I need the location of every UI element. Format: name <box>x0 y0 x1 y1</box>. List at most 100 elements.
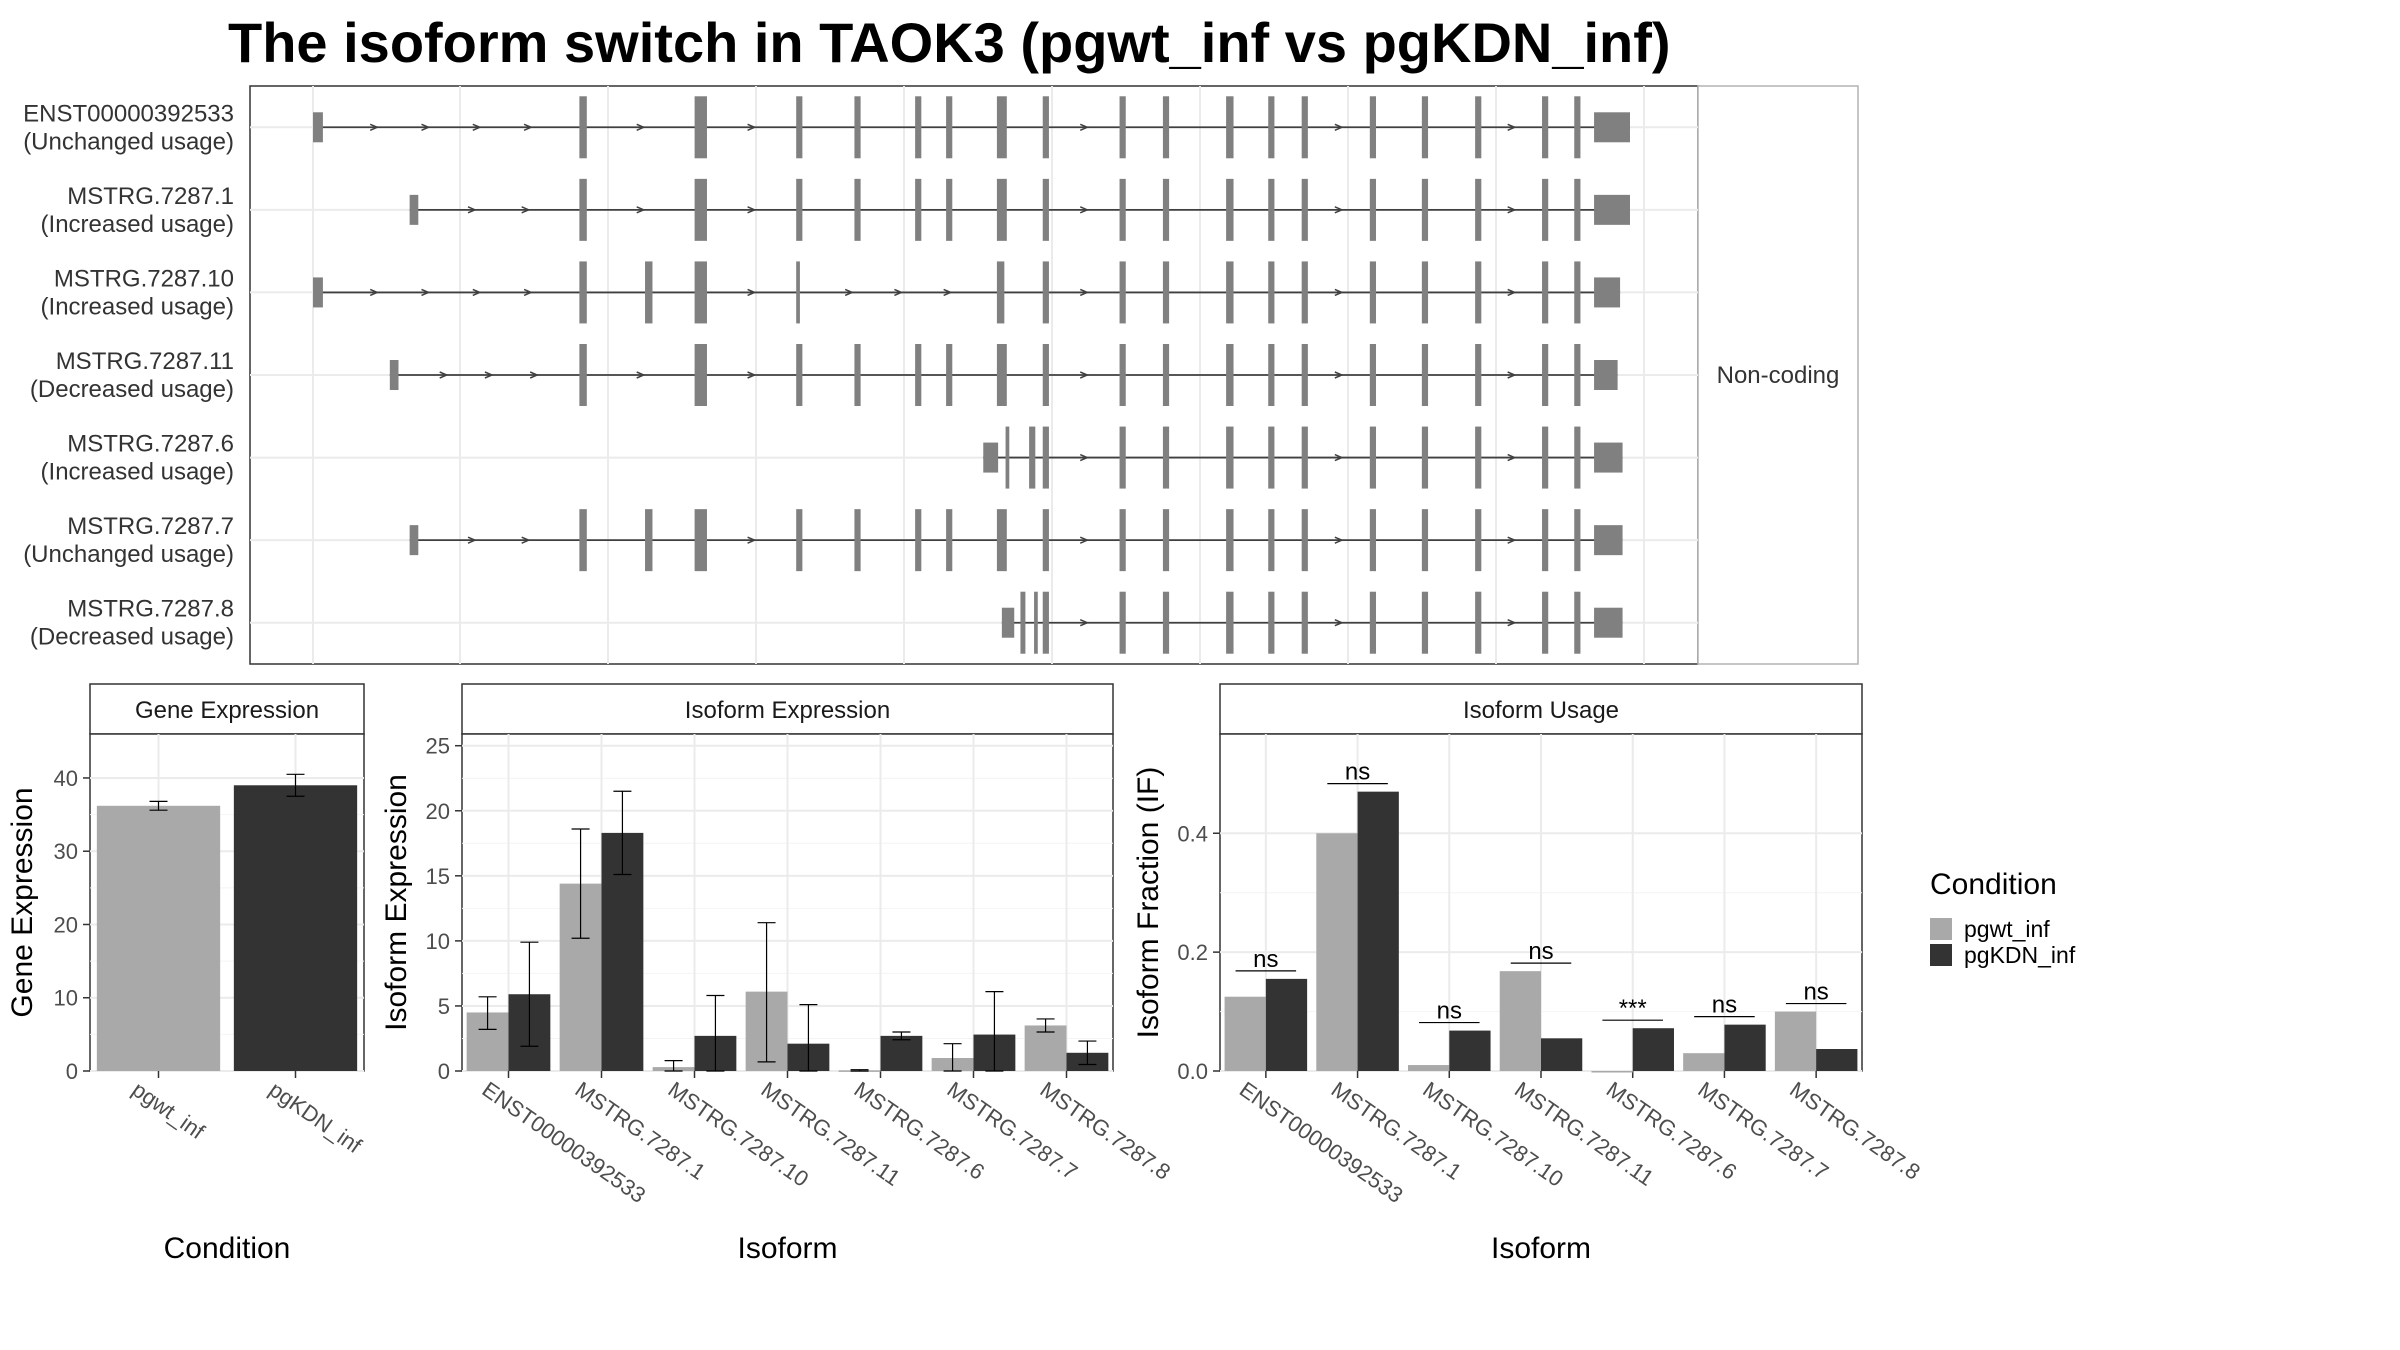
exon-block <box>579 96 587 159</box>
exon-block <box>1421 591 1429 654</box>
intron-direction-arrow <box>1079 123 1090 131</box>
intron-direction-arrow <box>1507 371 1517 379</box>
exon-block <box>1162 426 1170 489</box>
y-tick-label: 25 <box>426 734 450 759</box>
exon-block <box>1268 96 1275 159</box>
bar-pgKDN_inf <box>1265 978 1308 1071</box>
isoform-usage-panel: Isoform Usage0.00.20.4ENST00000392533MST… <box>1132 683 1925 1265</box>
exon-block <box>1042 261 1049 324</box>
exon-block <box>1369 509 1377 572</box>
exon-block <box>1042 426 1049 489</box>
exon-block <box>1042 591 1049 654</box>
panel-strip <box>1219 683 1863 735</box>
exon-block <box>645 509 653 572</box>
exon-block <box>1475 344 1482 406</box>
exon-block <box>1119 509 1126 572</box>
intron-direction-arrow <box>943 288 953 297</box>
intron-direction-arrow <box>1334 619 1344 627</box>
exon-block <box>1301 591 1308 654</box>
x-tick-label: ENST00000392533 <box>1235 1077 1408 1208</box>
exon-block <box>796 509 803 572</box>
exon-block <box>1574 591 1581 654</box>
exon-block <box>1542 96 1549 159</box>
exon-block <box>854 509 861 572</box>
exon-block <box>389 360 399 390</box>
transcript-status-label: (Increased usage) <box>41 293 234 320</box>
gene-expression-panel: Gene Expression 0 10 20 30 40 pgwt_inf pgKDN_in… <box>6 683 367 1265</box>
intron-direction-arrow <box>1334 453 1344 462</box>
exon-block <box>1574 178 1581 241</box>
transcript-id-label: MSTRG.7287.1 <box>67 183 234 210</box>
transcript-id-label: MSTRG.7287.10 <box>54 265 234 292</box>
intron-direction-arrow <box>1334 206 1344 214</box>
transcript-id-label: MSTRG.7287.7 <box>67 513 234 540</box>
y-axis-title: Gene Expression <box>6 787 39 1017</box>
exon-block <box>1594 607 1623 638</box>
exon-block <box>1029 426 1036 489</box>
exon-block <box>1301 261 1308 324</box>
exon-block <box>1042 344 1049 406</box>
exon-block <box>1268 426 1275 489</box>
exon-block <box>796 261 800 324</box>
exon-block <box>796 178 803 241</box>
bar-pgKDN_inf <box>1816 1049 1858 1071</box>
exon-block <box>1421 178 1429 241</box>
intron-direction-arrow <box>844 288 855 297</box>
transcript-status-label: (Increased usage) <box>41 459 234 486</box>
exon-block <box>946 178 953 241</box>
legend-label-pgKDN_inf: pgKDN_inf <box>1964 942 2076 968</box>
exon-block <box>1268 591 1275 654</box>
bar-pgwt_inf <box>1774 1011 1817 1071</box>
intron-direction-arrow <box>1334 123 1344 131</box>
exon-block <box>1475 426 1482 489</box>
exon-block <box>1301 509 1308 572</box>
exon-block <box>1574 96 1581 159</box>
exon-block <box>1268 344 1275 406</box>
y-tick-label: 5 <box>438 994 450 1019</box>
exon-block <box>1268 178 1275 241</box>
exon-block <box>1042 178 1049 241</box>
intron-direction-arrow <box>747 371 757 379</box>
bar-pgwt_inf <box>1408 1065 1450 1071</box>
exon-block <box>1574 261 1581 324</box>
exon-block <box>1226 178 1234 241</box>
exon-block <box>1542 261 1549 324</box>
intron-direction-arrow <box>523 123 533 131</box>
exon-block <box>1421 96 1429 159</box>
exon-block <box>1574 426 1581 489</box>
bar-pgKDN_inf <box>1632 1028 1674 1071</box>
exon-block <box>1369 178 1377 241</box>
panel-strip <box>461 683 1114 735</box>
exon-block <box>1542 178 1549 241</box>
transcript-id-label: MSTRG.7287.8 <box>67 596 234 623</box>
exon-block <box>915 344 922 406</box>
bar-pgKDN_inf <box>880 1035 923 1071</box>
exon-block <box>313 277 323 308</box>
exon-block <box>1162 509 1170 572</box>
intron-direction-arrow <box>521 206 531 214</box>
exon-block <box>1574 344 1581 406</box>
bar-pgKDN_inf <box>233 785 358 1071</box>
transcript-id-label: MSTRG.7287.6 <box>67 431 234 458</box>
intron-direction-arrow <box>747 288 757 297</box>
bar-pgwt_inf <box>1591 1071 1633 1073</box>
intron-direction-arrow <box>1079 619 1090 627</box>
exon-block <box>946 344 953 406</box>
intron-direction-arrow <box>1507 619 1517 627</box>
chart-title: The isoform switch in TAOK3 (pgwt_inf vs… <box>228 11 1671 74</box>
significance-label: ns <box>1253 946 1278 973</box>
exon-block <box>1301 178 1308 241</box>
bar-pgwt_inf <box>1683 1053 1725 1071</box>
exon-block <box>694 261 707 324</box>
isoform-expression-panel: Isoform Expression 0 5 10 15 20 25 ENST00000392… <box>380 683 1175 1265</box>
exon-block <box>409 525 419 556</box>
exon-block <box>1421 261 1429 324</box>
exon-block <box>1475 509 1482 572</box>
exon-block <box>1421 344 1429 406</box>
y-axis-title: Isoform Expression <box>380 774 413 1031</box>
legend-swatch-pgwt_inf <box>1930 918 1952 940</box>
intron-direction-arrow <box>421 288 431 297</box>
intron-direction-arrow <box>467 536 477 544</box>
